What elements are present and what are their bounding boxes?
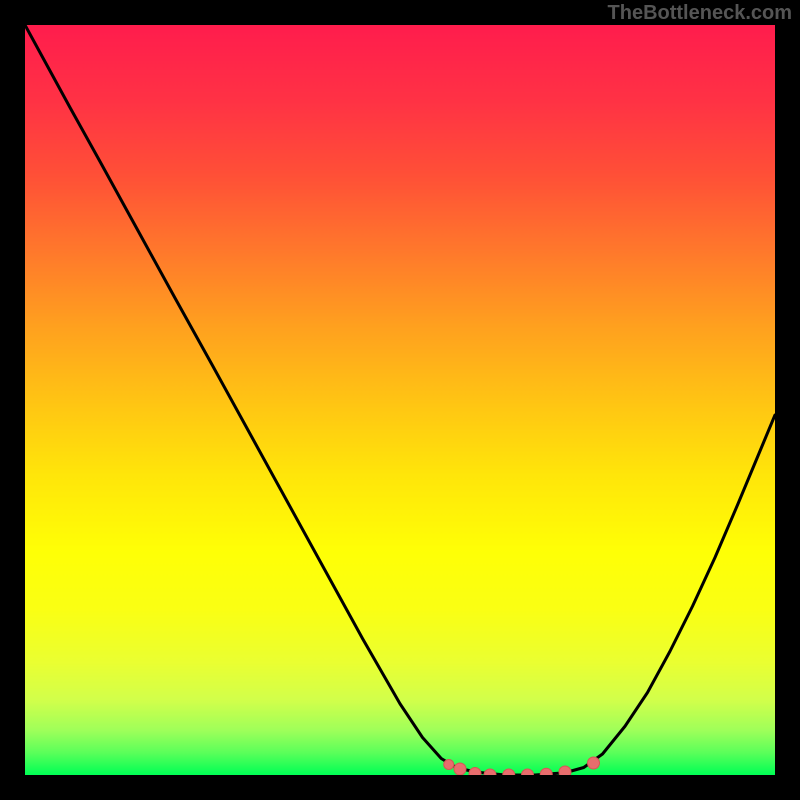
curve-marker [469, 768, 481, 776]
bottleneck-curve [25, 25, 775, 775]
curve-marker [503, 769, 515, 775]
curve-marker [522, 769, 534, 775]
plot-area [25, 25, 775, 775]
figure-container: TheBottleneck.com [0, 0, 800, 800]
curve-overlay [25, 25, 775, 775]
curve-marker [588, 757, 600, 769]
curve-marker [444, 760, 454, 770]
curve-marker [559, 766, 571, 775]
curve-marker [540, 768, 552, 775]
curve-marker [484, 769, 496, 775]
watermark-text: TheBottleneck.com [608, 2, 792, 25]
curve-marker [454, 763, 466, 775]
